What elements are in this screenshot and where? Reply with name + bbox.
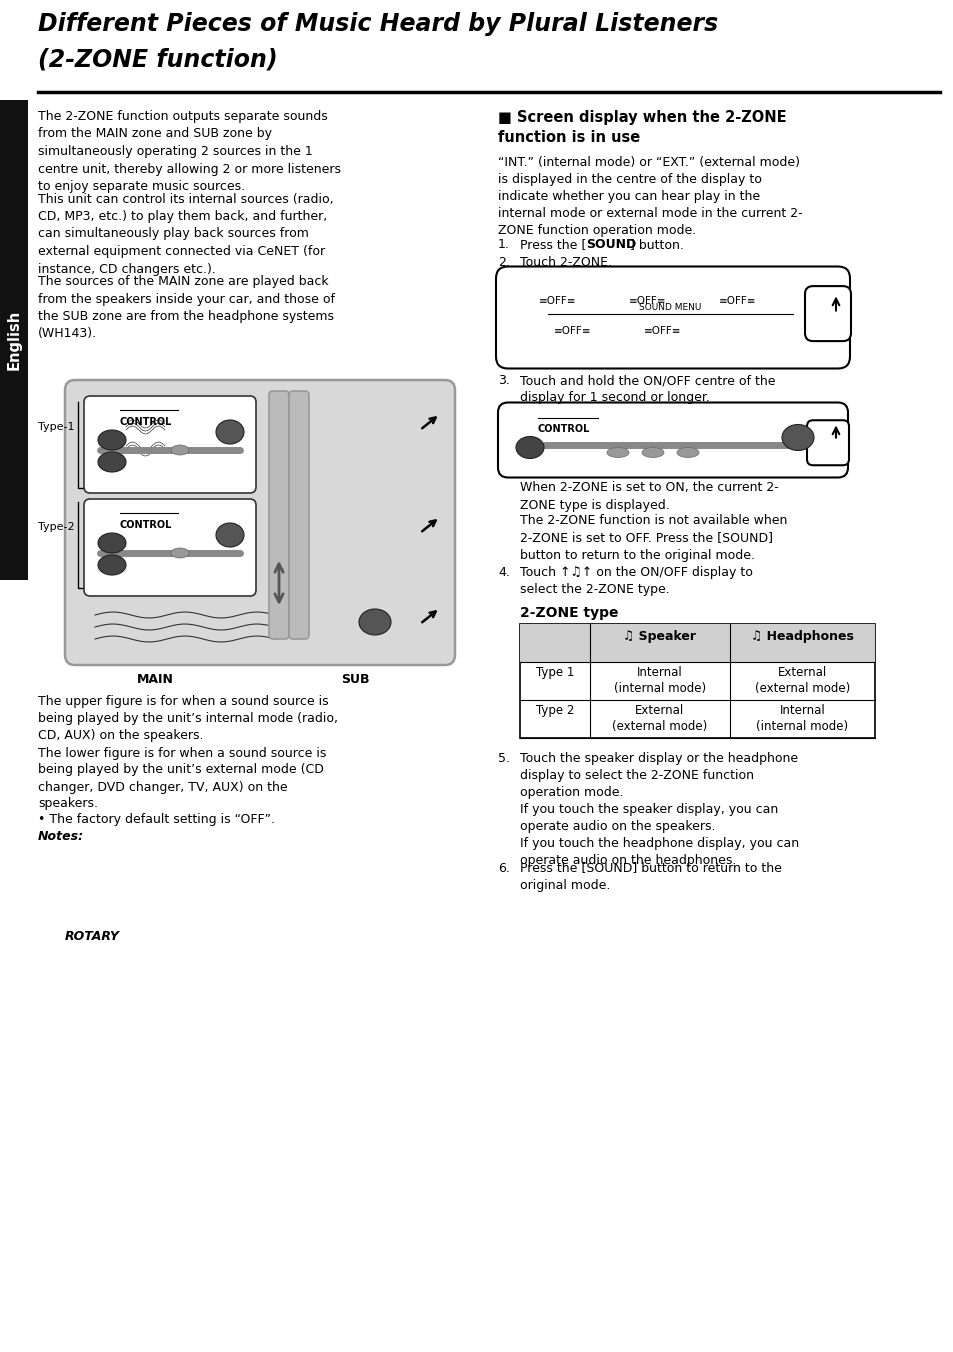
FancyBboxPatch shape (806, 420, 848, 465)
Text: 5.: 5. (497, 752, 510, 765)
Text: Press the [: Press the [ (519, 238, 586, 251)
Text: (2-ZONE function): (2-ZONE function) (38, 49, 277, 72)
Text: ≡OFF≡: ≡OFF≡ (643, 326, 681, 337)
Text: Touch ↑♫↑ on the ON/OFF display to
select the 2-ZONE type.: Touch ↑♫↑ on the ON/OFF display to selec… (519, 566, 752, 596)
Text: Touch the speaker display or the headphone
display to select the 2-ZONE function: Touch the speaker display or the headpho… (519, 752, 799, 867)
Text: The 2-ZONE function is not available when
2-ZONE is set to OFF. Press the [SOUND: The 2-ZONE function is not available whe… (519, 515, 786, 561)
Text: ≡OFF≡: ≡OFF≡ (554, 326, 591, 337)
Ellipse shape (215, 420, 244, 443)
Ellipse shape (358, 608, 391, 635)
Text: The sources of the MAIN zone are played back
from the speakers inside your car, : The sources of the MAIN zone are played … (38, 274, 335, 341)
FancyBboxPatch shape (496, 266, 849, 369)
Ellipse shape (98, 556, 126, 575)
Text: Different Pieces of Music Heard by Plural Listeners: Different Pieces of Music Heard by Plura… (38, 12, 718, 37)
Ellipse shape (677, 448, 699, 457)
Text: External
(external mode): External (external mode) (754, 667, 849, 695)
Ellipse shape (215, 523, 244, 548)
Text: SOUND: SOUND (585, 238, 636, 251)
Text: function is in use: function is in use (497, 130, 639, 145)
Bar (519, 625, 874, 738)
Text: ♫ Speaker: ♫ Speaker (623, 630, 696, 644)
Text: English: English (7, 310, 22, 370)
Ellipse shape (516, 437, 543, 458)
FancyBboxPatch shape (269, 391, 289, 639)
Text: MAIN: MAIN (136, 673, 173, 685)
Text: External
(external mode): External (external mode) (612, 704, 707, 733)
Bar (519, 625, 874, 662)
FancyBboxPatch shape (84, 499, 255, 596)
Text: SOUND MENU: SOUND MENU (639, 303, 700, 311)
Text: ≡OFF≡: ≡OFF≡ (719, 296, 756, 307)
Text: This unit can control its internal sources (radio,
CD, MP3, etc.) to play them b: This unit can control its internal sourc… (38, 192, 334, 276)
Text: 1.: 1. (497, 238, 509, 251)
Text: SUB: SUB (340, 673, 369, 685)
Text: ♫ Headphones: ♫ Headphones (750, 630, 853, 644)
Text: Type 2: Type 2 (536, 704, 574, 717)
Text: Type 1: Type 1 (536, 667, 574, 679)
Text: ] button.: ] button. (629, 238, 683, 251)
Text: Notes:: Notes: (38, 830, 84, 844)
FancyBboxPatch shape (65, 380, 455, 665)
Text: CONTROL: CONTROL (120, 521, 172, 530)
Text: Press the [SOUND] button to return to the
original mode.: Press the [SOUND] button to return to th… (519, 861, 781, 891)
Text: CONTROL: CONTROL (537, 425, 590, 434)
Text: 3.: 3. (497, 375, 509, 388)
Text: Touch and hold the ON/OFF centre of the
display for 1 second or longer.: Touch and hold the ON/OFF centre of the … (519, 375, 775, 404)
Ellipse shape (641, 448, 663, 457)
Text: 2-ZONE type: 2-ZONE type (519, 606, 618, 621)
Text: “INT.” (internal mode) or “EXT.” (external mode)
is displayed in the centre of t: “INT.” (internal mode) or “EXT.” (extern… (497, 155, 801, 237)
Bar (0, 100, 28, 580)
Text: The 2-ZONE function outputs separate sounds
from the MAIN zone and SUB zone by
s: The 2-ZONE function outputs separate sou… (38, 110, 340, 193)
Text: ■ Screen display when the 2-ZONE: ■ Screen display when the 2-ZONE (497, 110, 786, 124)
Text: CONTROL: CONTROL (120, 416, 172, 427)
Text: ROTARY: ROTARY (65, 930, 120, 942)
Text: • The factory default setting is “OFF”.: • The factory default setting is “OFF”. (38, 813, 274, 826)
Text: 2.: 2. (497, 257, 509, 269)
FancyBboxPatch shape (289, 391, 309, 639)
Text: 6.: 6. (497, 861, 509, 875)
Text: When 2-ZONE is set to ON, the current 2-
ZONE type is displayed.: When 2-ZONE is set to ON, the current 2-… (519, 481, 778, 511)
Text: Type-2: Type-2 (38, 522, 74, 531)
Text: The lower figure is for when a sound source is
being played by the unit’s extern: The lower figure is for when a sound sou… (38, 746, 326, 810)
Ellipse shape (171, 548, 189, 558)
Text: Internal
(internal mode): Internal (internal mode) (756, 704, 847, 733)
Ellipse shape (171, 445, 189, 456)
Ellipse shape (98, 430, 126, 450)
Text: ≡OFF≡: ≡OFF≡ (629, 296, 666, 307)
Ellipse shape (781, 425, 813, 450)
FancyBboxPatch shape (84, 396, 255, 493)
Ellipse shape (98, 452, 126, 472)
Text: Touch 2-ZONE.: Touch 2-ZONE. (519, 257, 612, 269)
Text: Type-1: Type-1 (38, 422, 74, 433)
Text: 4.: 4. (497, 566, 509, 579)
Ellipse shape (606, 448, 628, 457)
Text: ≡OFF≡: ≡OFF≡ (538, 296, 577, 307)
Text: Internal
(internal mode): Internal (internal mode) (614, 667, 705, 695)
Ellipse shape (98, 533, 126, 553)
Text: The upper figure is for when a sound source is
being played by the unit’s intern: The upper figure is for when a sound sou… (38, 695, 337, 742)
FancyBboxPatch shape (497, 403, 847, 477)
FancyBboxPatch shape (804, 287, 850, 341)
